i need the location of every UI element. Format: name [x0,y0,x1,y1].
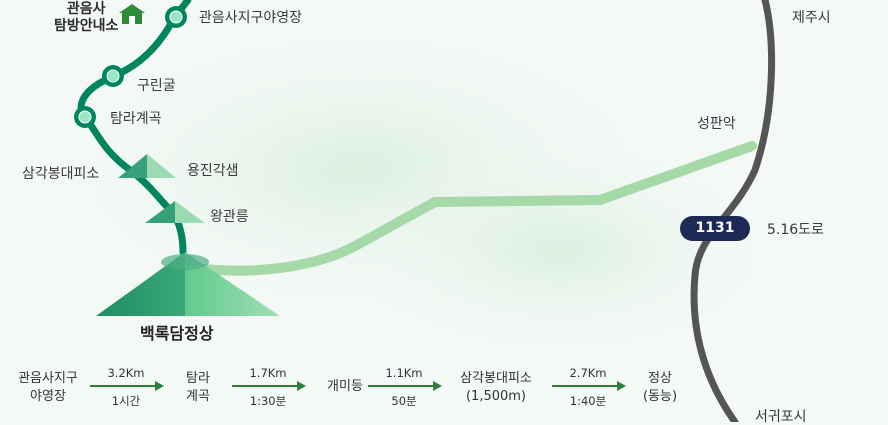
segment-time: 1:40분 [550,393,626,409]
segment-time: 50분 [366,393,442,409]
arrow-right-icon [366,381,442,391]
route-stop: 관음사지구 야영장 [6,370,90,406]
yongjin-label: 용진각샘 [187,164,239,178]
waypoint-marker-icon [102,65,124,87]
route-segment: 1.7Km 1:30분 [230,366,306,409]
segment-distance: 3.2Km [88,366,164,381]
road-516-label: 5.16도로 [767,223,824,237]
waypoint-marker-icon [165,6,187,28]
route-stop: 정상 (동능) [628,370,692,406]
arrow-right-icon [88,381,164,391]
segment-distance: 1.7Km [230,366,306,381]
route-stop: 삼각봉대피소 (1,500m) [446,370,546,406]
route-segment: 1.1Km 50분 [366,366,442,409]
background-haze [320,130,800,370]
route-segment: 3.2Km 1시간 [88,366,164,409]
samgak-shelter-label: 삼각봉대피소 [22,167,99,181]
summit-label: 백록담정상 [140,320,214,344]
seongpanak-label: 성판악 [697,117,736,131]
arrow-right-icon [550,381,626,391]
wanggwan-label: 왕관릉 [210,210,249,224]
arrow-right-icon [230,381,306,391]
waypoint-marker-icon [74,106,96,128]
road-1131-badge: 1131 [680,216,750,241]
segment-time: 1시간 [88,393,164,409]
segment-distance: 2.7Km [550,366,626,381]
jeju-si-label: 제주시 [792,11,831,25]
tamra-valley-label: 탐라계곡 [110,112,162,126]
campground-label: 관음사지구야영장 [199,11,302,25]
gurin-cave-label: 구린굴 [137,79,176,93]
house-icon [119,4,145,24]
route-stop: 탐라 계곡 [170,370,226,406]
segment-distance: 1.1Km [366,366,442,381]
route-segment: 2.7Km 1:40분 [550,366,626,409]
visitor-center-label: 관음사 탐방안내소 [54,1,118,35]
segment-time: 1:30분 [230,393,306,409]
